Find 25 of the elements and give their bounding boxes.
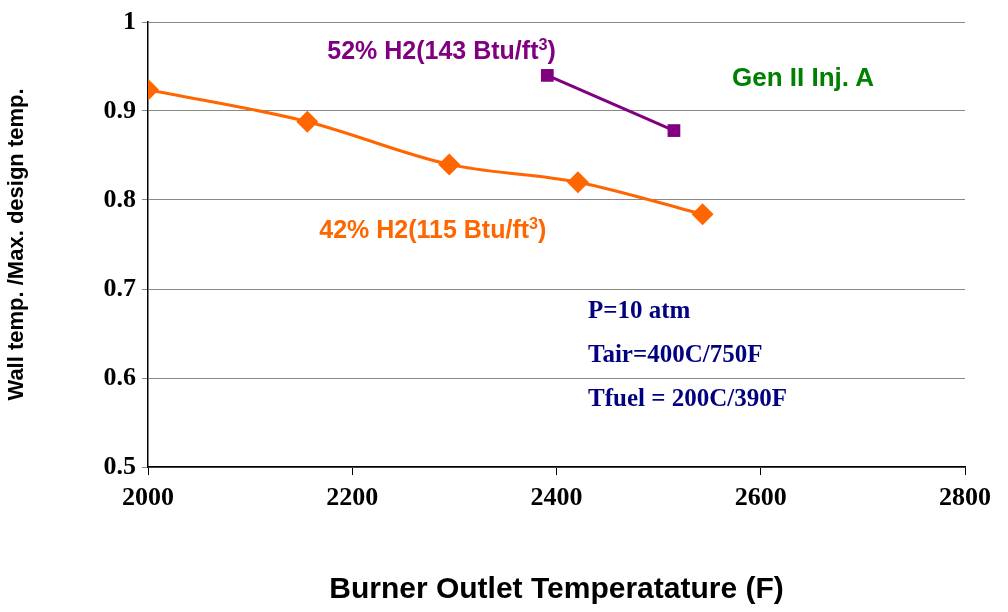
point xyxy=(540,69,554,82)
y-tick-label: 0.5 xyxy=(103,450,136,480)
y-tick-label: 0.8 xyxy=(103,183,136,213)
y-tick-label: 1 xyxy=(123,5,136,35)
x-tick-label: 2600 xyxy=(734,482,787,512)
x-tick-label: 2800 xyxy=(939,482,991,512)
series-label: 42% H2(115 Btu/ft$^{3}$) xyxy=(319,214,547,245)
y-tick-label: 0.9 xyxy=(103,94,136,124)
y-axis-title: Wall temp. /Max. design temp. xyxy=(3,88,29,401)
x-tick-label: 2400 xyxy=(530,482,583,512)
annotation: Tfuel = 200C/390F xyxy=(588,384,787,412)
annotation: P=10 atm xyxy=(588,296,691,324)
series-label: 52% H2(143 Btu/ft$^{3}$) xyxy=(327,35,556,66)
point xyxy=(691,203,714,226)
annotation: Tair=400C/750F xyxy=(588,340,763,368)
annotation: Gen II Inj. A xyxy=(732,62,875,93)
x-tick-label: 2000 xyxy=(122,482,174,512)
y-tick-label: 0.6 xyxy=(103,361,136,391)
point xyxy=(296,110,319,133)
point xyxy=(438,153,461,176)
x-axis-title: Burner Outlet Temperatature (F) xyxy=(329,571,784,605)
point xyxy=(667,124,681,137)
y-tick-label: 0.7 xyxy=(103,272,136,302)
x-tick-label: 2200 xyxy=(326,482,379,512)
point xyxy=(566,171,589,194)
